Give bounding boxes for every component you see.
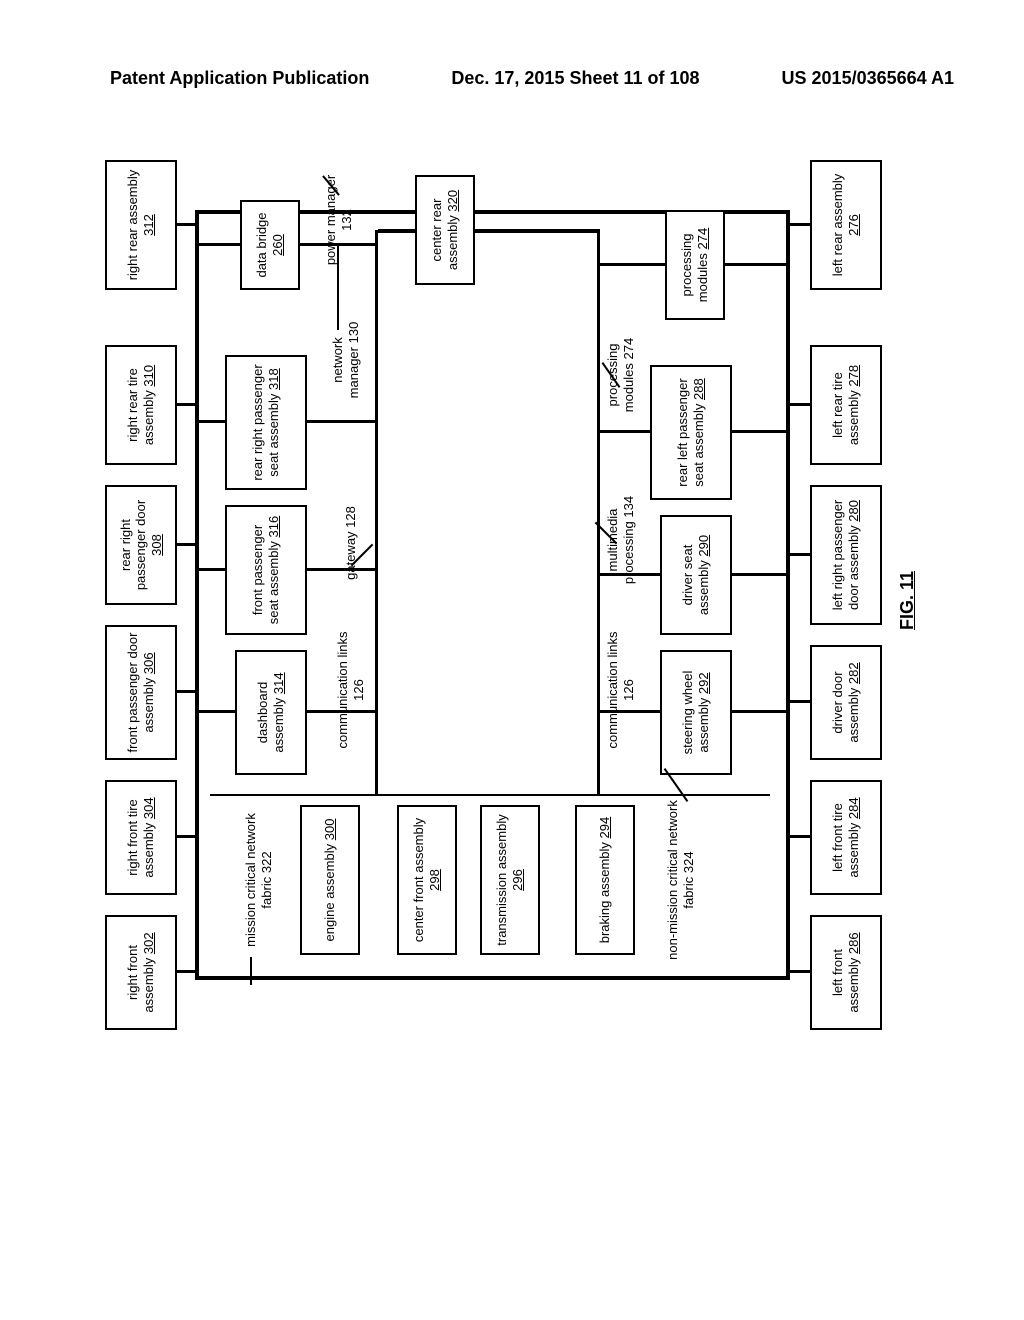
figure-caption: FIG. 11: [897, 571, 918, 630]
box-braking: braking assembly 294: [575, 805, 635, 955]
box-right-front: right front assembly 302: [105, 915, 177, 1030]
figure-11: right front assembly 302 right front tir…: [105, 160, 905, 1030]
box-left-front: left front assembly 286: [810, 915, 882, 1030]
box-left-rear-tire: left rear tire assembly 278: [810, 345, 882, 465]
label-mission-critical: mission critical network fabric 322: [243, 805, 274, 955]
box-front-passenger-door: front passenger door assembly 306: [105, 625, 177, 760]
box-left-front-tire: left front tire assembly 284: [810, 780, 882, 895]
label-comm-links-bot: communication links 126: [605, 630, 636, 750]
box-right-front-tire: right front tire assembly 304: [105, 780, 177, 895]
label-non-mission-critical: non-mission critical network fabric 324: [665, 800, 696, 960]
label-multimedia: multimedia processing 134: [605, 480, 636, 600]
box-left-rear: left rear assembly 276: [810, 160, 882, 290]
box-front-pass-seat: front passenger seat assembly 316: [225, 505, 307, 635]
pub-title: Patent Application Publication: [110, 68, 369, 89]
pub-number: US 2015/0365664 A1: [782, 68, 954, 89]
box-engine: engine assembly 300: [300, 805, 360, 955]
box-right-rear: right rear assembly 312: [105, 160, 177, 290]
box-center-front: center front assembly 298: [397, 805, 457, 955]
box-right-rear-tire: right rear tire assembly 310: [105, 345, 177, 465]
box-transmission: transmission assembly 296: [480, 805, 540, 955]
box-center-rear: center rear assembly 320: [415, 175, 475, 285]
box-data-bridge: data bridge 260: [240, 200, 300, 290]
box-rear-right-seat: rear right passenger seat assembly 318: [225, 355, 307, 490]
box-driver-door: driver door assembly 282: [810, 645, 882, 760]
box-left-right-passenger-door: left right passenger door assembly 280: [810, 485, 882, 625]
sheet-info: Dec. 17, 2015 Sheet 11 of 108: [451, 68, 699, 89]
label-comm-links-top: communication links 126: [335, 630, 366, 750]
box-dashboard: dashboard assembly 314: [235, 650, 307, 775]
box-steering-wheel: steering wheel assembly 292: [660, 650, 732, 775]
label-gateway: gateway 128: [343, 488, 359, 598]
box-rear-left-seat: rear left passenger seat assembly 288: [650, 365, 732, 500]
box-proc-modules-b: processing modules 274: [665, 210, 725, 320]
label-net-manager: network manager 130: [330, 310, 361, 410]
box-driver-seat: driver seat assembly 290: [660, 515, 732, 635]
box-rear-right-door: rear right passenger door 308: [105, 485, 177, 605]
